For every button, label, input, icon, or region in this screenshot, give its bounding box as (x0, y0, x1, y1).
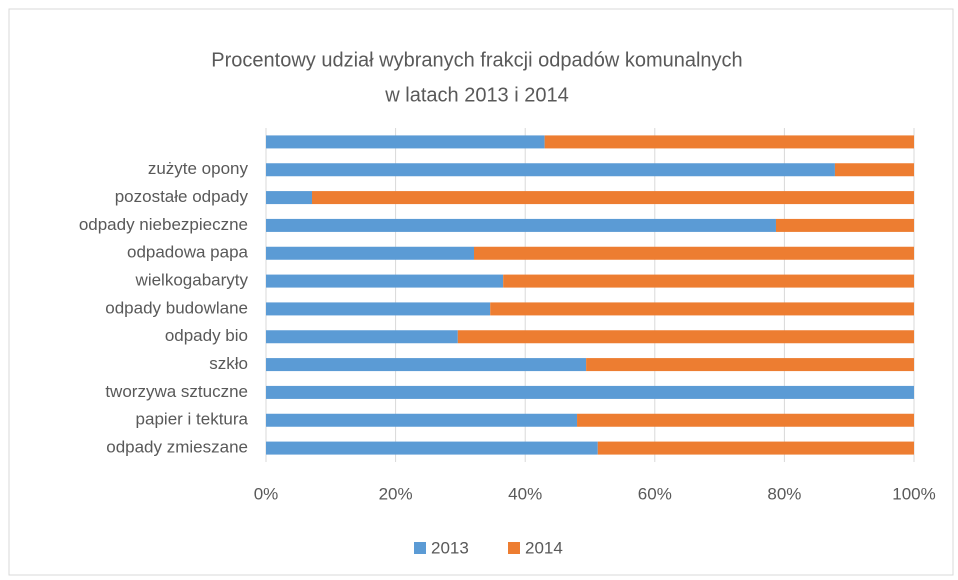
bar-segment (457, 330, 914, 344)
bar-segment (312, 191, 914, 205)
y-tick-label: zużyte opony (148, 159, 249, 178)
bar-segment (834, 163, 914, 177)
bar-segment (266, 191, 313, 205)
y-tick-label: szkło (209, 354, 248, 373)
bar-segment (266, 302, 491, 316)
bar-segment (597, 441, 914, 455)
y-tick-label: odpady niebezpieczne (79, 215, 248, 234)
bar-segment (544, 135, 914, 149)
y-tick-label: tworzywa sztuczne (105, 382, 248, 401)
bar-segment (503, 274, 914, 288)
y-tick-label: odpadowa papa (127, 243, 249, 262)
legend-label: 2014 (525, 538, 563, 557)
x-tick-label: 80% (767, 484, 801, 503)
bar-segment (586, 358, 914, 372)
x-tick-label: 60% (638, 484, 672, 503)
chart-border (8, 8, 954, 576)
bar-segment (266, 358, 587, 372)
x-tick-label: 40% (508, 484, 542, 503)
y-tick-label: odpady bio (165, 326, 248, 345)
y-tick-label: odpady budowlane (105, 298, 248, 317)
legend-label: 2013 (431, 538, 469, 557)
bar-segment (266, 413, 578, 427)
bar-segment (266, 441, 598, 455)
x-tick-label: 100% (892, 484, 935, 503)
x-tick-label: 0% (254, 484, 279, 503)
y-tick-label: odpady zmieszane (106, 438, 248, 457)
bar-segment (266, 330, 458, 344)
bar-segment (577, 413, 914, 427)
bar-segment (266, 163, 835, 177)
bar-segment (775, 218, 914, 232)
legend-swatch (414, 542, 426, 554)
y-tick-label: wielkogabaryty (135, 271, 249, 290)
bar-segment (266, 246, 475, 260)
y-tick-label: papier i tektura (136, 410, 249, 429)
chart-title: w latach 2013 i 2014 (384, 84, 568, 106)
bar-segment (266, 274, 504, 288)
y-tick-label: pozostałe odpady (115, 187, 249, 206)
bar-segment (266, 385, 914, 399)
bar-segment (474, 246, 914, 260)
chart-title: Procentowy udział wybranych frakcji odpa… (211, 49, 742, 71)
bar-segment (266, 218, 776, 232)
bar-segment (490, 302, 914, 316)
bar-segment (266, 135, 545, 149)
legend-swatch (508, 542, 520, 554)
x-tick-label: 20% (379, 484, 413, 503)
